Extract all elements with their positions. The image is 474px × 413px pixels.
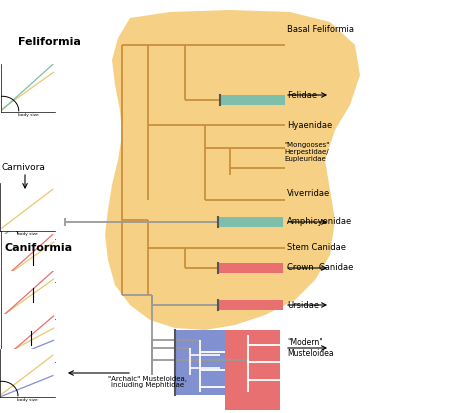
Text: Ursidae: Ursidae: [287, 301, 319, 309]
Bar: [218, 263, 283, 273]
Bar: [220, 95, 285, 105]
Bar: [225, 330, 270, 395]
Bar: [225, 345, 280, 410]
Text: Carnivora: Carnivora: [2, 164, 46, 173]
Text: "Modern"
Musteloidea: "Modern" Musteloidea: [287, 338, 334, 358]
Text: Caniformia: Caniformia: [5, 243, 73, 253]
Text: "Archaic" Musteloidea,
including Mephitidae: "Archaic" Musteloidea, including Mephiti…: [109, 375, 188, 389]
Bar: [225, 380, 280, 395]
Bar: [225, 330, 280, 360]
Text: "Mongooses"
Herpestidae/
Eupleuridae: "Mongooses" Herpestidae/ Eupleuridae: [284, 142, 329, 162]
Text: Crown  Canidae: Crown Canidae: [287, 263, 354, 273]
Text: Amphicyonidae: Amphicyonidae: [287, 218, 352, 226]
Text: Feliformia: Feliformia: [18, 37, 81, 47]
Text: Felidae: Felidae: [287, 90, 317, 100]
Text: Viverridae: Viverridae: [287, 188, 330, 197]
Text: Hyaenidae: Hyaenidae: [287, 121, 332, 130]
Polygon shape: [105, 10, 360, 330]
Bar: [218, 300, 283, 310]
Text: Stem Canidae: Stem Canidae: [287, 244, 346, 252]
Text: Basal Feliformia: Basal Feliformia: [287, 26, 354, 35]
Bar: [175, 330, 225, 395]
Bar: [218, 217, 283, 227]
Bar: [225, 360, 280, 375]
